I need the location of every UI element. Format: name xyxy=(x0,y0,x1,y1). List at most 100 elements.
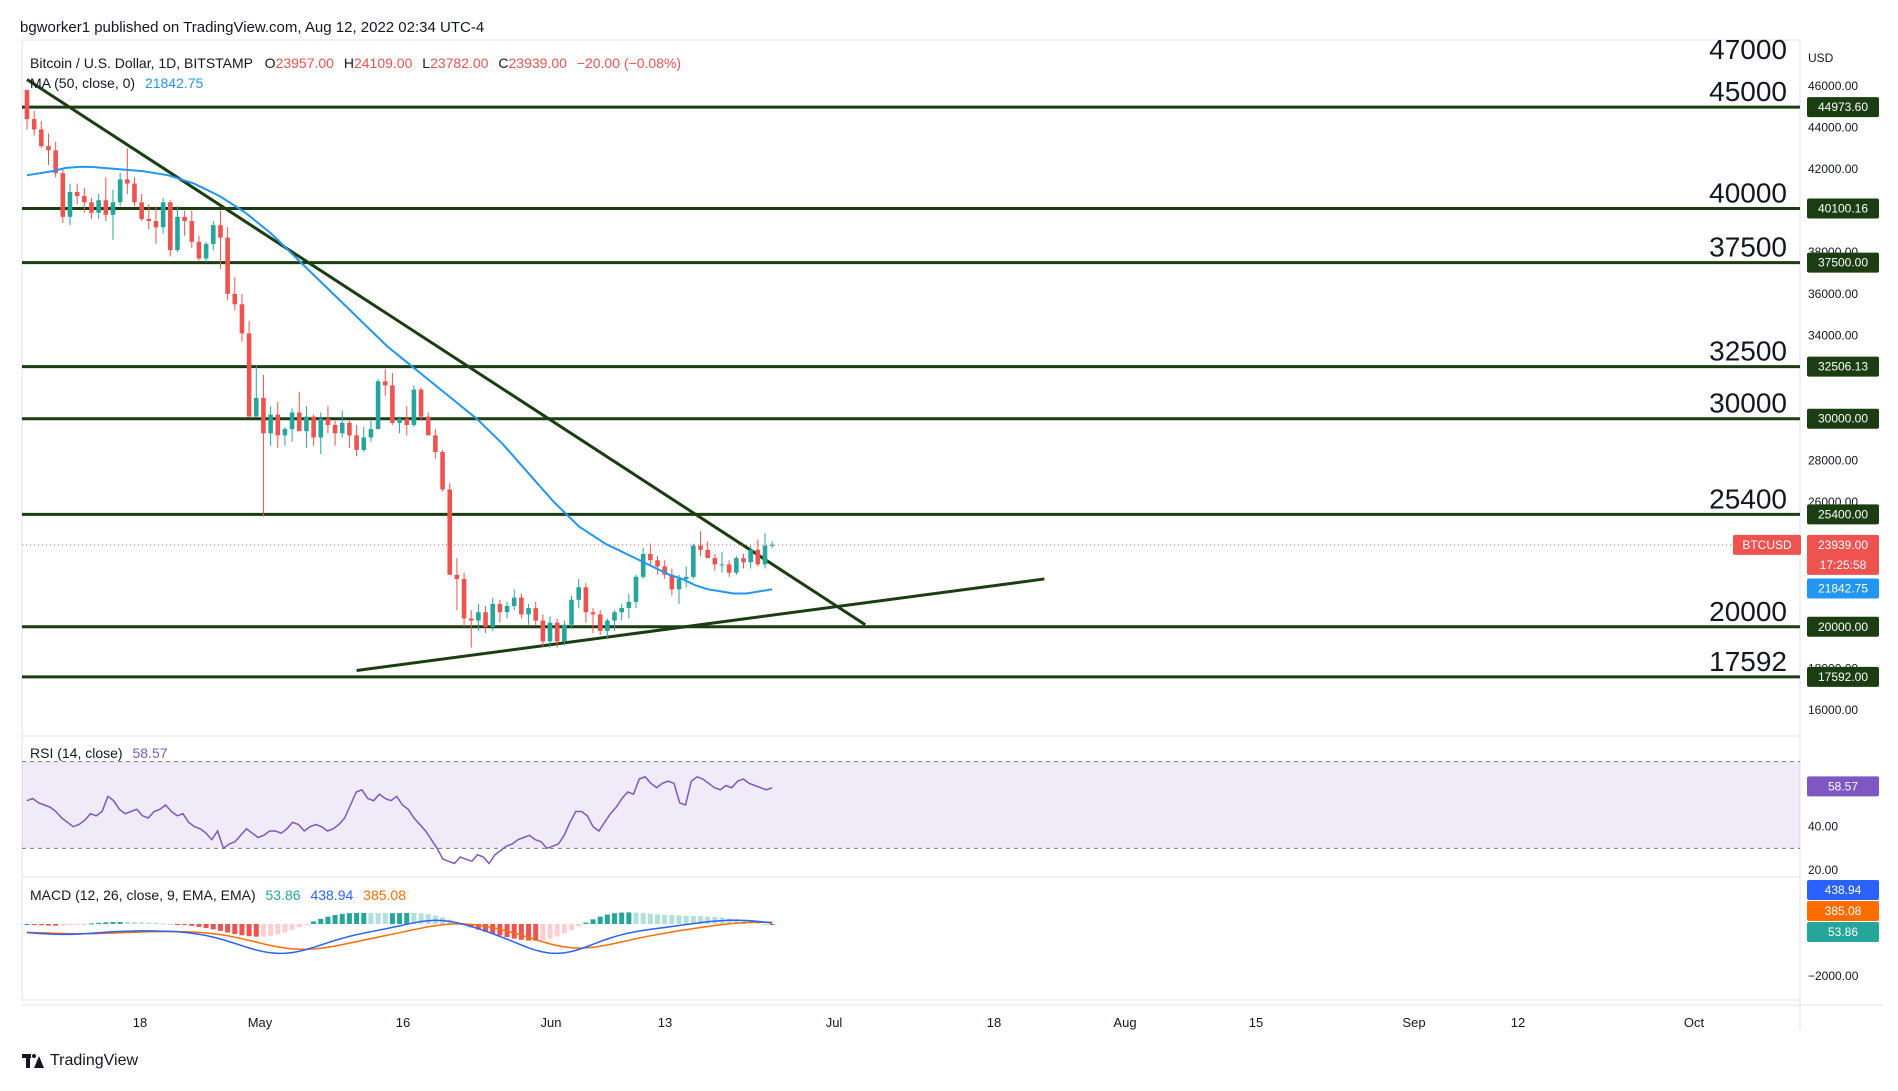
symbol-legend[interactable]: Bitcoin / U.S. Dollar, 1D, BITSTAMP O239… xyxy=(30,55,681,71)
candle-body xyxy=(540,620,546,642)
tradingview-logo[interactable]: TradingView xyxy=(22,1052,138,1070)
macd-hist-bar xyxy=(397,913,403,924)
candle-body xyxy=(275,414,281,436)
trendline-ascending xyxy=(356,577,1045,672)
macd-hist-bar xyxy=(96,922,102,924)
macd-hist-bar xyxy=(24,924,30,925)
macd-hist-bar xyxy=(597,916,603,924)
macd-hist-bar xyxy=(232,924,238,934)
candle-body xyxy=(504,605,510,613)
symbol-badge-text: BTCUSD xyxy=(1742,538,1792,552)
candle-body xyxy=(139,202,144,219)
candle-body xyxy=(554,622,560,642)
ma-label: MA (50, close, 0) xyxy=(30,75,136,91)
macd-hist-bar xyxy=(60,924,66,926)
macd-hist-bar xyxy=(53,924,59,926)
macd-hist-bar xyxy=(103,922,109,924)
low-value: 23782.00 xyxy=(430,55,489,71)
candle-body xyxy=(626,601,632,609)
open-label: O xyxy=(264,55,276,71)
candle-body xyxy=(268,414,273,434)
macd-hist-bar xyxy=(490,924,496,934)
countdown-text: 17:25:58 xyxy=(1820,558,1867,572)
close-value: 23939.00 xyxy=(508,55,567,71)
candle-body xyxy=(440,452,445,490)
level-badge xyxy=(1807,198,1879,219)
macd-legend[interactable]: MACD (12, 26, close, 9, EMA, EMA) 53.86 … xyxy=(30,887,406,903)
level-badge-text: 17592.00 xyxy=(1818,670,1868,684)
macd-hist-bar xyxy=(225,924,231,933)
candle-body xyxy=(318,418,324,438)
candle-body xyxy=(490,603,496,627)
candle-body xyxy=(74,191,80,197)
macd-hist-bar xyxy=(604,914,610,924)
candle-body xyxy=(648,553,653,561)
candle-body xyxy=(304,416,309,432)
macd-hist-bar xyxy=(669,915,675,924)
rsi-badge-text: 58.57 xyxy=(1828,779,1858,793)
candle-body xyxy=(447,489,453,575)
candle-body xyxy=(189,221,195,242)
candle-body xyxy=(31,119,37,130)
macd-hist-bar xyxy=(74,924,80,925)
macd-hist-bar xyxy=(38,924,44,926)
macd-hist-bar xyxy=(690,915,696,924)
last-price-text: 23939.00 xyxy=(1818,538,1868,552)
candle-body xyxy=(311,416,316,438)
macd-hist-bar xyxy=(189,924,195,926)
candle-body xyxy=(640,553,646,577)
macd-hist-bar xyxy=(633,912,639,924)
macd-hist-bar xyxy=(705,916,711,924)
macd-hist-bar xyxy=(619,912,625,924)
candle-body xyxy=(24,89,30,120)
macd-hist-bar xyxy=(726,918,732,924)
plot-frame xyxy=(21,39,1801,1001)
candle-body xyxy=(282,429,288,436)
macd-hist-bar xyxy=(203,924,209,929)
rsi-tick-label: 40.00 xyxy=(1808,820,1838,834)
macd-hist-bar xyxy=(174,924,180,925)
macd-hist-bar xyxy=(640,913,646,924)
level-label: 47000 xyxy=(1709,34,1787,65)
ma-badge xyxy=(1807,578,1879,599)
candle-body xyxy=(562,624,567,642)
macd-signal-line xyxy=(26,921,773,951)
x-tick-label: 16 xyxy=(396,1015,410,1030)
macd-hist-bar xyxy=(547,924,553,939)
y-tick-label: 28000.00 xyxy=(1808,453,1858,467)
rsi-label: RSI (14, close) xyxy=(30,745,123,761)
level-label: 37500 xyxy=(1709,232,1787,263)
candle-body xyxy=(89,202,94,213)
rsi-band xyxy=(22,761,1800,849)
candle-body xyxy=(590,612,596,615)
level-badge-text: 30000.00 xyxy=(1818,412,1868,426)
candle-body xyxy=(612,612,617,621)
level-label: 32500 xyxy=(1709,336,1787,367)
macd-hist-bar xyxy=(368,913,374,924)
level-label: 30000 xyxy=(1709,388,1787,419)
macd-hist-bar xyxy=(590,919,596,924)
rsi-legend[interactable]: RSI (14, close) 58.57 xyxy=(30,745,168,761)
macd-hist-value: 53.86 xyxy=(265,887,301,903)
level-label: 20000 xyxy=(1709,596,1787,627)
candle-body xyxy=(382,381,388,386)
candle-body xyxy=(218,225,223,238)
candle-body xyxy=(361,437,367,450)
macd-badge-text: 438.94 xyxy=(1825,883,1862,897)
ma-legend[interactable]: MA (50, close, 0) 21842.75 xyxy=(30,75,203,91)
x-tick-label: 13 xyxy=(658,1015,672,1030)
macd-hist-bar xyxy=(404,912,410,924)
macd-hist-bar xyxy=(88,923,94,925)
level-badge-text: 37500.00 xyxy=(1818,256,1868,270)
level-badge xyxy=(1807,504,1879,525)
candle-body xyxy=(433,435,438,453)
candle-body xyxy=(246,333,252,417)
x-tick-label: Sep xyxy=(1402,1015,1425,1030)
candle-body xyxy=(762,545,768,565)
macd-hist-bar xyxy=(540,924,546,941)
macd-hist-bar xyxy=(526,924,532,941)
y-tick-label: 16000.00 xyxy=(1808,703,1858,717)
macd-hist-bar xyxy=(554,924,560,937)
level-label: 17592 xyxy=(1709,646,1787,677)
high-label: H xyxy=(343,55,354,71)
